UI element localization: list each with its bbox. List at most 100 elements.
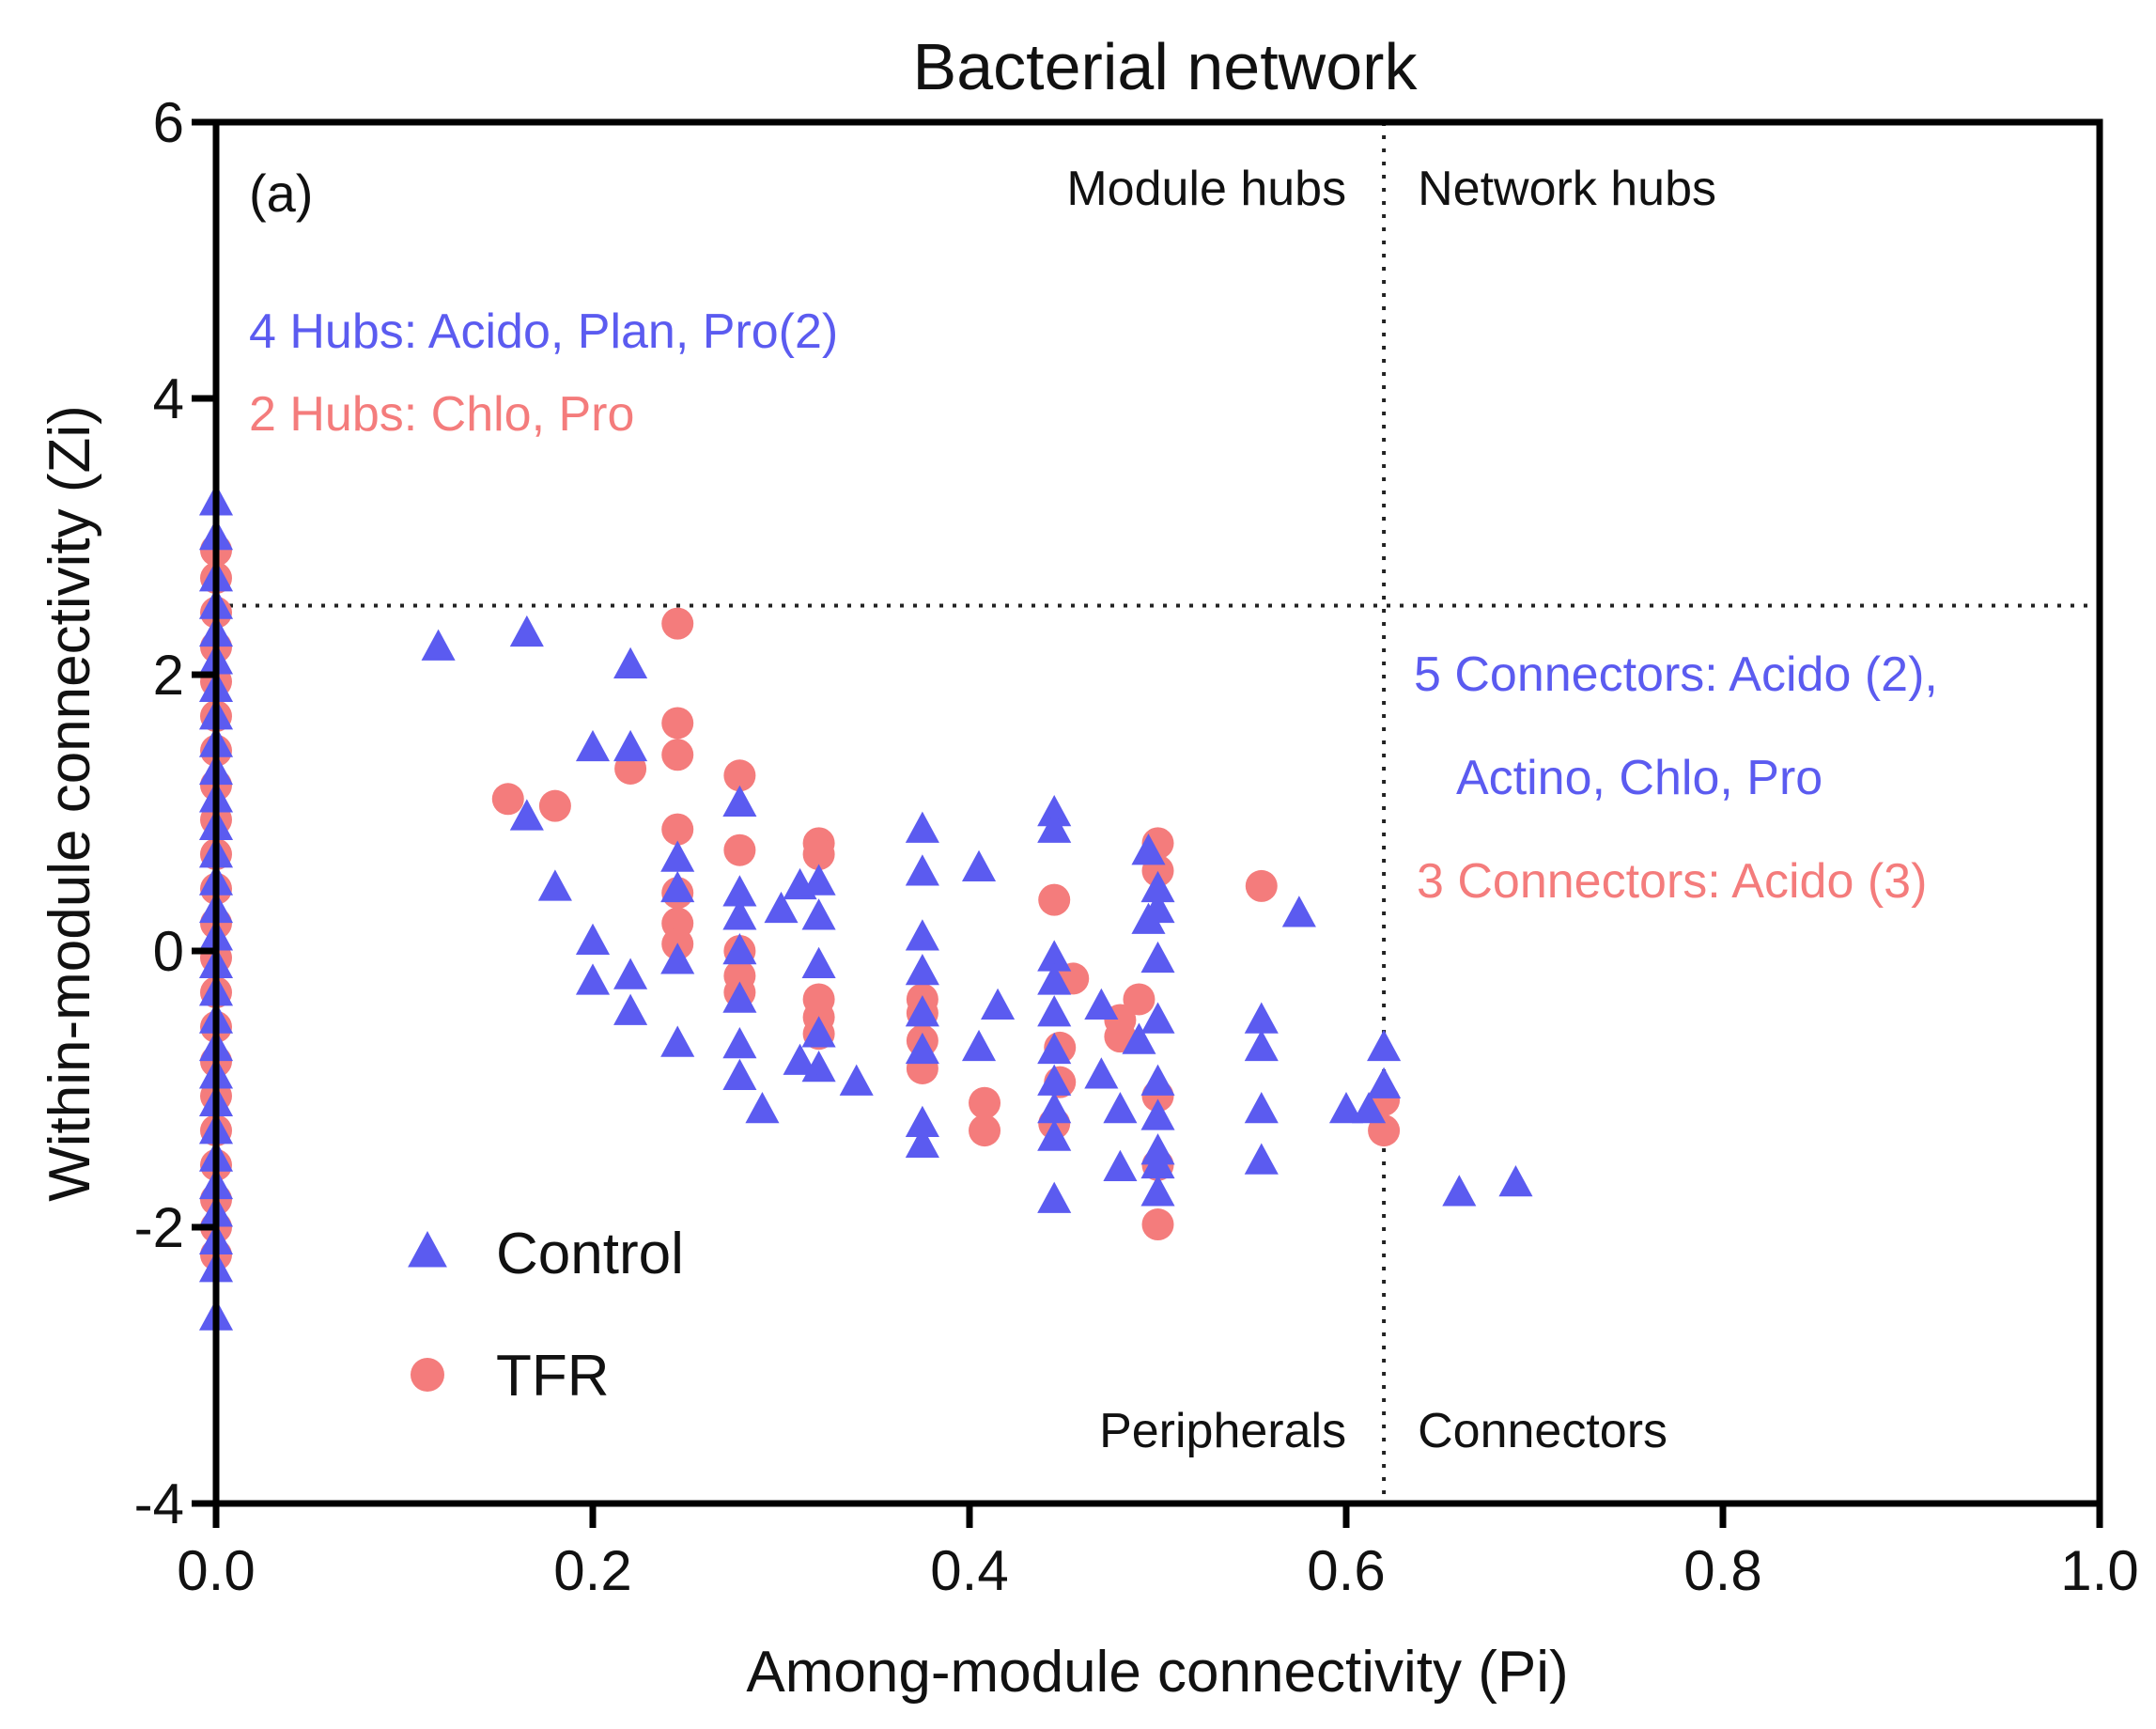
control-point bbox=[905, 854, 939, 886]
control-point bbox=[1037, 1064, 1072, 1096]
control-point bbox=[764, 891, 799, 924]
tfr-point bbox=[661, 813, 694, 846]
control-point bbox=[1037, 1119, 1072, 1151]
control-point bbox=[1140, 1098, 1175, 1130]
control-point bbox=[981, 988, 1016, 1020]
tfr-point bbox=[491, 783, 524, 816]
control-point bbox=[1281, 896, 1316, 927]
control-point bbox=[1037, 995, 1072, 1027]
control-point bbox=[722, 981, 757, 1013]
control-point bbox=[1140, 1175, 1175, 1207]
control-point bbox=[613, 958, 648, 989]
tfr-point bbox=[723, 833, 756, 866]
x-tick-label: 0.2 bbox=[553, 1539, 631, 1602]
x-tick-label: 0.4 bbox=[930, 1539, 1008, 1602]
control-point bbox=[722, 875, 757, 907]
control-point bbox=[1140, 941, 1175, 974]
control-point bbox=[575, 729, 611, 762]
control-point bbox=[801, 946, 836, 978]
control-point bbox=[1131, 833, 1166, 865]
control-point bbox=[1084, 1057, 1119, 1089]
quadrant-label-module-hubs: Module hubs bbox=[1066, 162, 1346, 216]
panel-label: (a) bbox=[249, 164, 313, 223]
control-point bbox=[1037, 1092, 1072, 1124]
control-point bbox=[1037, 940, 1072, 972]
chart-title: Bacterial network bbox=[913, 30, 1419, 103]
control-point bbox=[660, 1025, 695, 1057]
tfr-point bbox=[661, 607, 694, 640]
control-point bbox=[722, 898, 757, 930]
tfr-point bbox=[1123, 983, 1156, 1016]
control-point bbox=[801, 1016, 836, 1048]
control-point bbox=[783, 1043, 817, 1075]
control-point bbox=[1037, 1181, 1072, 1213]
control-point bbox=[613, 993, 648, 1025]
y-tick-label: 6 bbox=[153, 91, 184, 154]
annotation-connectors-tfr: 3 Connectors: Acido (3) bbox=[1417, 854, 1927, 909]
tfr-point bbox=[723, 759, 756, 792]
x-tick-label: 0.6 bbox=[1307, 1539, 1385, 1602]
control-point bbox=[961, 1029, 997, 1062]
tfr-point bbox=[969, 1086, 1001, 1119]
control-point bbox=[660, 840, 695, 872]
control-point bbox=[1103, 1149, 1138, 1182]
control-point bbox=[839, 1064, 874, 1096]
plot-frame bbox=[212, 118, 2103, 1507]
y-axis-ticks: -4 -2 0 2 4 6 bbox=[134, 91, 216, 1535]
control-point bbox=[905, 811, 939, 843]
control-point bbox=[961, 849, 997, 882]
legend-label-control: Control bbox=[496, 1222, 684, 1286]
control-point bbox=[537, 869, 572, 901]
control-point bbox=[660, 870, 695, 903]
control-point bbox=[905, 1126, 939, 1159]
control-point bbox=[1244, 1092, 1279, 1124]
control-point bbox=[1244, 1002, 1279, 1034]
control-point bbox=[613, 646, 648, 678]
control-point bbox=[722, 785, 757, 817]
x-axis-ticks: 0.0 0.2 0.4 0.6 0.8 1.0 bbox=[177, 1503, 2139, 1602]
x-tick-label: 1.0 bbox=[2060, 1539, 2138, 1602]
control-point bbox=[1442, 1175, 1477, 1207]
control-point bbox=[905, 919, 939, 951]
x-tick-label: 0.8 bbox=[1683, 1539, 1761, 1602]
control-point bbox=[745, 1092, 780, 1124]
control-point bbox=[1084, 988, 1119, 1020]
control-point bbox=[660, 942, 695, 974]
control-point bbox=[1367, 1067, 1402, 1098]
control-point bbox=[1103, 1092, 1138, 1124]
control-point bbox=[1352, 1092, 1387, 1124]
control-point bbox=[1122, 1022, 1156, 1054]
annotation-connectors-control-line1: 5 Connectors: Acido (2), bbox=[1414, 647, 1938, 702]
legend: Control TFR bbox=[408, 1222, 684, 1409]
legend-marker-tfr bbox=[411, 1358, 444, 1392]
legend-marker-control bbox=[408, 1231, 447, 1268]
tfr-point bbox=[538, 789, 571, 822]
annotation-hubs-tfr: 2 Hubs: Chlo, Pro bbox=[249, 387, 634, 442]
y-tick-label: 0 bbox=[153, 920, 184, 983]
x-tick-label: 0.0 bbox=[177, 1539, 255, 1602]
control-point bbox=[1244, 1143, 1279, 1175]
quadrant-label-peripherals: Peripherals bbox=[1099, 1404, 1346, 1458]
control-point bbox=[613, 729, 648, 762]
control-point bbox=[722, 1026, 757, 1059]
control-point bbox=[1037, 963, 1072, 995]
series-control bbox=[198, 484, 1533, 1331]
y-tick-label: 2 bbox=[153, 644, 184, 707]
control-point bbox=[905, 1032, 939, 1065]
control-point bbox=[575, 923, 611, 955]
control-point bbox=[1140, 1002, 1175, 1034]
tfr-point bbox=[1038, 883, 1071, 916]
y-tick-label: -4 bbox=[134, 1472, 184, 1535]
control-point bbox=[1140, 1146, 1175, 1179]
y-axis-label: Within-module connectivity (Zi) bbox=[38, 405, 102, 1202]
control-point bbox=[1140, 870, 1175, 903]
control-point bbox=[1037, 1032, 1072, 1065]
control-point bbox=[905, 995, 939, 1027]
tfr-point bbox=[1141, 1208, 1174, 1241]
control-point bbox=[722, 1058, 757, 1091]
y-tick-label: 4 bbox=[153, 367, 184, 430]
control-point bbox=[1140, 1064, 1175, 1096]
tfr-point bbox=[969, 1114, 1001, 1147]
control-point bbox=[1037, 795, 1072, 827]
